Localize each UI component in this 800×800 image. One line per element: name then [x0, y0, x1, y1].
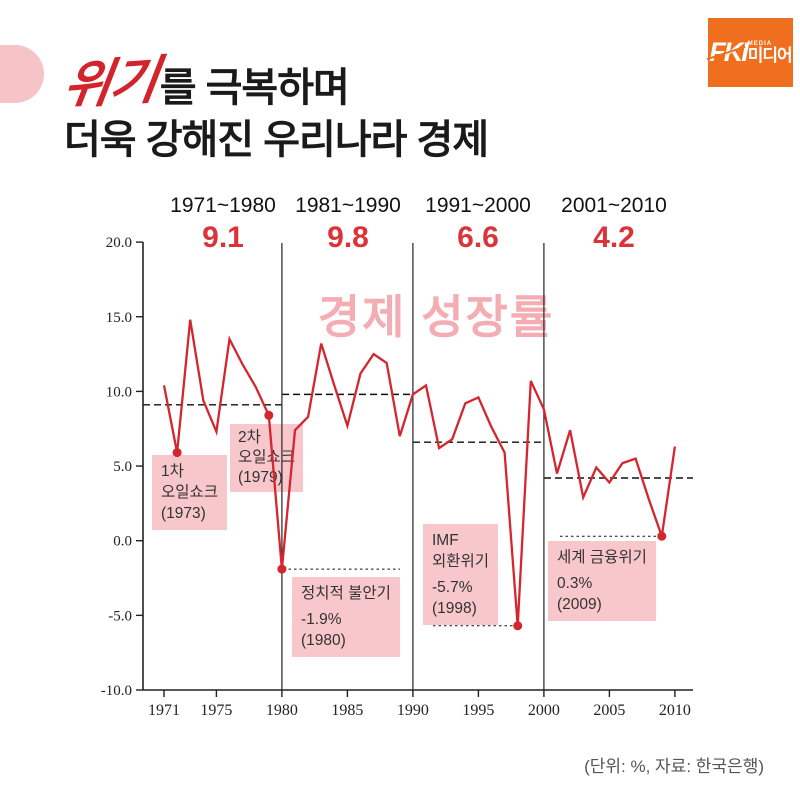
annotation-political-unrest: 정치적 불안기 -1.9% (1980)	[292, 577, 400, 657]
annotation-text: 외환위기	[432, 553, 490, 570]
annotation-value: -5.7%	[432, 579, 473, 596]
annotation-text: 2차	[238, 429, 261, 446]
y-tick-label: -5.0	[108, 608, 132, 624]
x-tick-label: 2005	[593, 702, 625, 719]
decade-range-label: 1991~2000	[425, 194, 531, 217]
annotation-text: 세계 금융위기	[557, 549, 647, 566]
decade-range-label: 1971~1980	[170, 194, 276, 217]
decade-range-label: 1981~1990	[295, 194, 401, 217]
crisis-marker-dot	[657, 531, 667, 541]
decade-range-label: 2001~2010	[561, 194, 667, 217]
crisis-marker-dot	[513, 621, 523, 631]
x-tick-label: 2010	[659, 702, 691, 719]
decade-average-value: 9.8	[327, 221, 369, 254]
chart-title-watermark: 경제 성장률	[317, 291, 555, 343]
annotation-year: (1973)	[161, 505, 206, 522]
annotation-year: (1998)	[432, 600, 477, 617]
title-line-2: 더욱 강해진 우리나라 경제	[64, 118, 489, 162]
decade-header-1981-1990: 1981~1990 9.8	[273, 194, 423, 255]
x-tick-label: 1971	[148, 702, 180, 719]
decade-average-value: 4.2	[593, 221, 635, 254]
y-tick-label: 15.0	[106, 310, 132, 326]
annotation-imf-crisis: IMF 외환위기 -5.7% (1998)	[423, 524, 499, 625]
title-line-1: 위기를 극복하며	[59, 52, 488, 116]
source-note: (단위: %, 자료: 한국은행)	[584, 757, 764, 776]
annotation-value: 0.3%	[557, 575, 593, 592]
annotation-oil-shock-1: 1차 오일쇼크 (1973)	[152, 455, 228, 530]
decade-average-value: 9.1	[202, 221, 244, 254]
page-title: 위기를 극복하며 더욱 강해진 우리나라 경제	[59, 52, 489, 162]
crisis-marker-dot	[264, 410, 274, 420]
crisis-marker-dot	[277, 564, 287, 574]
annotation-text: 오일쇼크	[161, 484, 219, 501]
annotation-value: -1.9%	[301, 611, 342, 628]
x-tick-label: 1975	[200, 702, 232, 719]
title-highlight-word: 위기	[59, 51, 161, 117]
y-tick-label: 0.0	[113, 534, 132, 550]
decade-header-1991-2000: 1991~2000 6.6	[403, 194, 553, 255]
x-tick-label: 1980	[266, 702, 298, 719]
title-bullet-decoration	[0, 45, 44, 103]
decade-average-value: 6.6	[457, 221, 499, 254]
logo-media-text: MEDIA	[747, 41, 773, 47]
annotation-year: (1980)	[301, 632, 346, 649]
y-tick-label: -10.0	[101, 683, 132, 699]
decade-header-2001-2010: 2001~2010 4.2	[539, 194, 689, 255]
fki-media-logo: FKI MEDIA 미디어	[706, 18, 793, 87]
x-tick-label: 2000	[528, 702, 560, 719]
decade-header-1971-1980: 1971~1980 9.1	[148, 194, 298, 255]
annotation-year: (1979)	[238, 469, 283, 486]
annotation-global-financial-crisis: 세계 금융위기 0.3% (2009)	[548, 541, 656, 621]
x-tick-label: 1985	[331, 702, 363, 719]
title-line1-rest: 를 극복하며	[159, 66, 350, 110]
annotation-text: 오일쇼크	[238, 449, 296, 466]
y-tick-label: 20.0	[106, 235, 132, 251]
x-tick-label: 1990	[397, 702, 429, 719]
logo-korean-text: 미디어	[747, 46, 793, 65]
annotation-text: IMF	[432, 532, 459, 549]
annotation-year: (2009)	[557, 596, 602, 613]
annotation-text: 정치적 불안기	[301, 585, 391, 602]
annotation-text: 1차	[161, 463, 184, 480]
y-tick-label: 5.0	[113, 459, 132, 475]
x-tick-label: 1995	[462, 702, 494, 719]
annotation-oil-shock-2: 2차 오일쇼크 (1979)	[230, 424, 304, 492]
y-tick-label: 10.0	[106, 384, 132, 400]
